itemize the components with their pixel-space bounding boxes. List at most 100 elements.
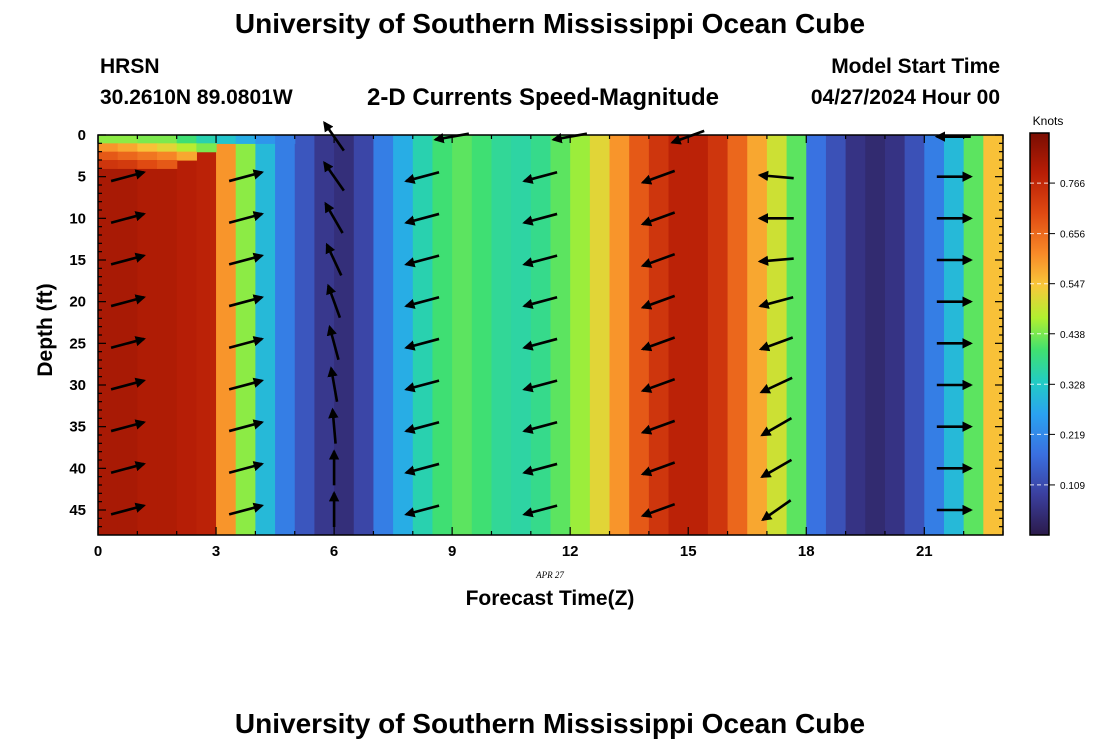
y-axis-label: Depth (ft) bbox=[34, 283, 57, 376]
current-vector bbox=[522, 379, 558, 393]
heatmap-cell bbox=[432, 135, 453, 535]
x-axis: 0 3 6 9 12 15 18 21 bbox=[94, 135, 1004, 560]
x-tick-label: 9 bbox=[448, 543, 456, 560]
current-vector bbox=[640, 252, 676, 268]
heatmap-cell bbox=[688, 135, 709, 535]
current-vector bbox=[760, 458, 793, 478]
heatmap-cell bbox=[589, 135, 611, 535]
current-vector bbox=[328, 407, 339, 444]
current-vector bbox=[640, 502, 676, 518]
current-vector bbox=[404, 504, 440, 518]
heatmap-cell bbox=[98, 135, 119, 144]
heatmap-cell bbox=[157, 143, 178, 153]
y-tick-label: 40 bbox=[69, 460, 86, 477]
current-vector bbox=[325, 242, 343, 276]
heatmap-cell bbox=[884, 135, 906, 535]
heatmap-cell bbox=[786, 135, 807, 535]
heatmap-cell bbox=[117, 151, 138, 161]
heatmap-cell bbox=[491, 135, 512, 535]
heatmap-cell bbox=[314, 135, 335, 535]
current-vector bbox=[324, 201, 344, 234]
current-vector bbox=[761, 499, 792, 521]
heatmap-cell bbox=[943, 135, 965, 535]
heatmap-cell bbox=[157, 135, 178, 535]
station-name: HRSN bbox=[100, 55, 160, 78]
x-tick-label: 0 bbox=[94, 543, 102, 560]
current-vector bbox=[522, 337, 558, 351]
heatmap-cell bbox=[393, 135, 414, 535]
heatmap-cell bbox=[196, 143, 217, 153]
x-tick-label: 12 bbox=[562, 543, 579, 560]
colorbar-tick-label: 0.547 bbox=[1060, 280, 1085, 291]
heatmap-cell bbox=[117, 135, 138, 144]
speed-heatmap bbox=[98, 135, 1004, 535]
current-vector bbox=[404, 462, 440, 476]
current-vector bbox=[404, 212, 440, 226]
current-vector bbox=[522, 421, 558, 434]
model-start-value: 04/27/2024 Hour 00 bbox=[810, 86, 1000, 109]
heatmap-cell bbox=[334, 135, 355, 535]
y-tick-label: 45 bbox=[69, 502, 86, 519]
current-vector bbox=[758, 336, 794, 352]
current-vector bbox=[228, 294, 264, 308]
current-vector bbox=[404, 296, 440, 309]
heatmap-cell bbox=[98, 143, 119, 153]
current-vector bbox=[110, 294, 146, 308]
heatmap-cell bbox=[216, 135, 237, 144]
colorbar-tick-label: 0.328 bbox=[1060, 380, 1085, 391]
heatmap-cell bbox=[137, 143, 158, 153]
current-vector bbox=[110, 377, 146, 391]
current-vector bbox=[758, 296, 794, 309]
heatmap-cell bbox=[196, 135, 217, 144]
y-tick-label: 15 bbox=[69, 252, 86, 269]
heatmap-cell bbox=[983, 135, 1004, 535]
colorbar-tick-label: 0.109 bbox=[1060, 481, 1085, 492]
current-vector bbox=[640, 419, 676, 435]
current-vector bbox=[228, 377, 264, 391]
heatmap-cell bbox=[471, 135, 493, 535]
heatmap-cell bbox=[452, 135, 473, 535]
current-vector bbox=[110, 419, 146, 433]
current-vector bbox=[522, 254, 558, 268]
heatmap-cell bbox=[924, 135, 945, 535]
heatmap-cell bbox=[98, 135, 119, 535]
heatmap-cell bbox=[157, 151, 178, 161]
current-vector bbox=[323, 161, 345, 192]
current-vector bbox=[326, 283, 342, 319]
current-vector bbox=[522, 504, 558, 518]
y-tick-label: 5 bbox=[78, 169, 86, 186]
current-vector bbox=[326, 324, 340, 361]
heatmap-cell bbox=[530, 135, 552, 535]
heatmap-cell bbox=[766, 135, 788, 535]
current-vector bbox=[404, 421, 440, 434]
current-vector bbox=[757, 255, 794, 266]
date-label: APR 27 bbox=[535, 570, 564, 580]
current-vector bbox=[110, 211, 146, 224]
current-vector bbox=[110, 252, 146, 266]
colorbar-ticks: 0.109 0.219 0.328 0.438 0.547 0.656 0.766 bbox=[1030, 179, 1085, 492]
heatmap-cell bbox=[275, 135, 296, 144]
y-tick-label: 10 bbox=[69, 210, 86, 227]
current-vector bbox=[228, 336, 264, 349]
y-tick-label: 0 bbox=[78, 127, 86, 144]
current-vector bbox=[640, 336, 676, 352]
current-vector bbox=[404, 171, 440, 184]
footer-title: University of Southern Mississippi Ocean… bbox=[234, 708, 866, 739]
current-vector bbox=[404, 254, 440, 268]
page-title: University of Southern Mississippi Ocean… bbox=[234, 8, 866, 39]
heatmap-cell bbox=[176, 135, 197, 144]
x-tick-label: 18 bbox=[798, 543, 815, 560]
x-tick-label: 21 bbox=[916, 543, 933, 560]
heatmap-cell bbox=[137, 135, 158, 144]
heatmap-cell bbox=[865, 135, 886, 535]
heatmap-cell bbox=[845, 135, 866, 535]
current-vector bbox=[228, 211, 264, 224]
x-tick-label: 15 bbox=[680, 543, 697, 560]
heatmap-cell bbox=[117, 135, 138, 535]
heatmap-cell bbox=[157, 135, 178, 144]
heatmap-cell bbox=[216, 135, 237, 535]
colorbar-tick-label: 0.656 bbox=[1060, 230, 1085, 241]
heatmap-cell bbox=[98, 151, 119, 161]
current-vector bbox=[110, 461, 146, 474]
current-vector bbox=[110, 502, 146, 516]
